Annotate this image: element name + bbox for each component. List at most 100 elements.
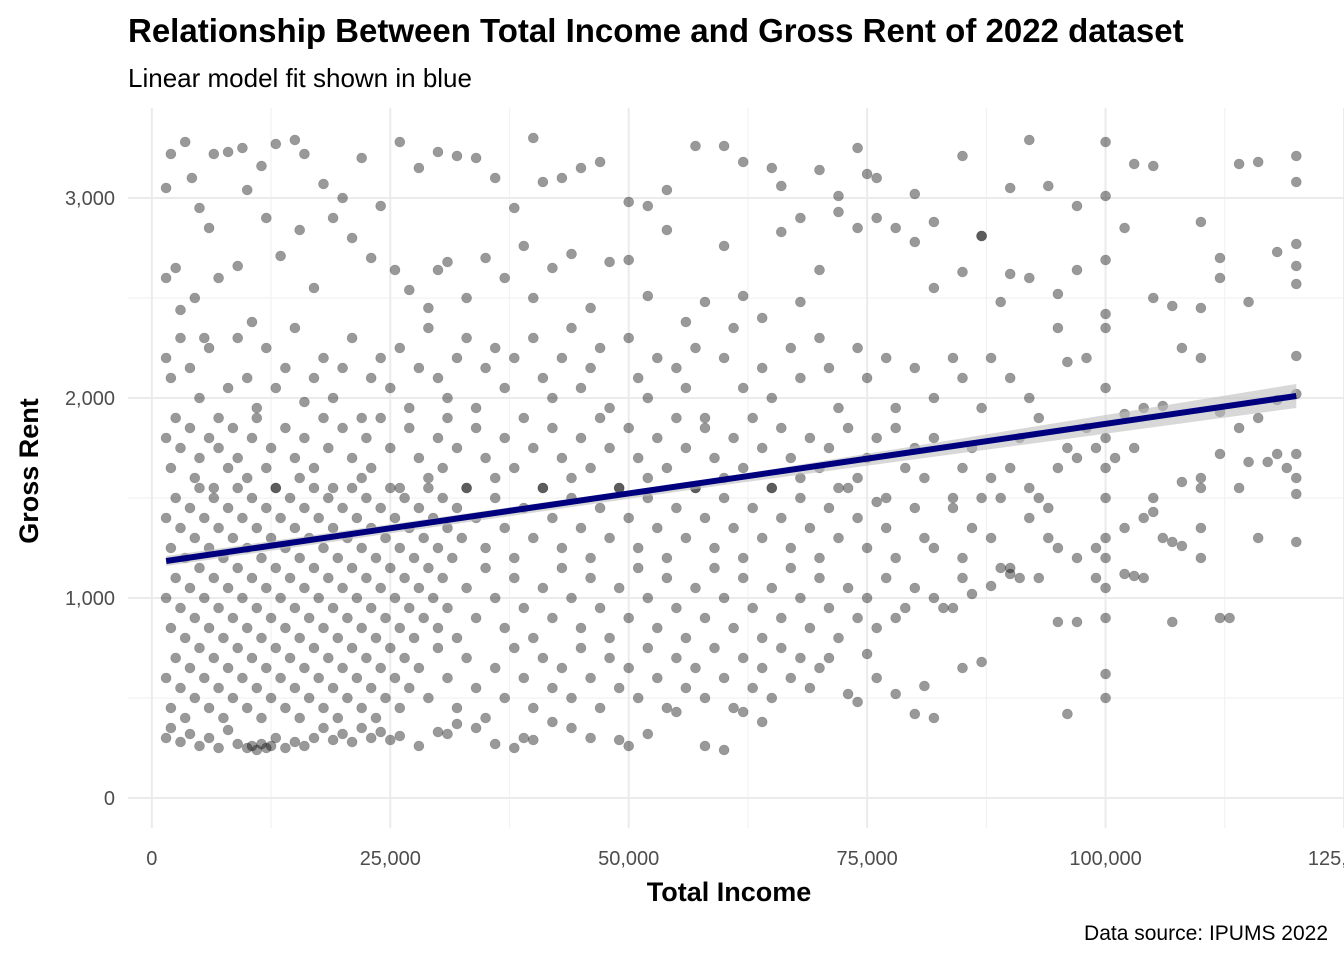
data-point xyxy=(251,744,263,756)
data-point xyxy=(1090,542,1102,554)
data-point xyxy=(370,712,382,724)
data-point xyxy=(623,422,635,434)
data-point xyxy=(313,592,325,604)
data-point xyxy=(289,602,301,614)
data-point xyxy=(508,642,520,654)
data-point xyxy=(470,402,482,414)
data-point xyxy=(175,602,186,614)
data-point xyxy=(1024,482,1035,494)
data-point xyxy=(1004,372,1016,384)
data-point xyxy=(1233,422,1245,434)
data-point xyxy=(737,552,749,564)
data-point xyxy=(213,272,224,284)
data-point xyxy=(690,582,701,594)
data-point xyxy=(241,472,253,484)
data-point xyxy=(165,462,177,474)
data-point xyxy=(623,612,635,624)
data-point xyxy=(804,682,816,694)
data-point xyxy=(1033,572,1045,584)
data-point xyxy=(556,562,568,574)
data-point xyxy=(814,552,825,564)
data-point xyxy=(632,562,644,574)
data-point xyxy=(814,662,825,674)
data-point xyxy=(437,462,449,474)
data-point xyxy=(680,532,692,544)
data-point xyxy=(186,172,198,184)
data-point xyxy=(308,482,320,494)
data-point xyxy=(756,312,768,324)
data-point xyxy=(442,728,453,740)
data-point xyxy=(785,542,797,554)
data-point xyxy=(1024,272,1035,284)
data-point xyxy=(499,432,511,444)
data-point xyxy=(947,492,959,504)
y-tick-label: 2,000 xyxy=(65,388,115,410)
data-point xyxy=(871,622,883,634)
data-point xyxy=(303,612,315,624)
data-point xyxy=(527,702,539,714)
chart-title: Relationship Between Total Income and Gr… xyxy=(128,12,1184,49)
data-point xyxy=(375,412,387,424)
data-point xyxy=(1291,448,1302,460)
data-point xyxy=(332,632,344,644)
data-point xyxy=(423,692,434,704)
data-point xyxy=(766,392,778,404)
data-point xyxy=(632,542,644,554)
data-point xyxy=(575,162,587,174)
data-point xyxy=(351,512,363,524)
data-point xyxy=(489,662,501,674)
data-point xyxy=(313,672,325,684)
data-point xyxy=(1195,302,1207,314)
data-point xyxy=(537,176,549,188)
data-point xyxy=(785,452,797,464)
data-point xyxy=(165,372,177,384)
data-point xyxy=(199,332,210,344)
data-point xyxy=(237,512,248,524)
data-point xyxy=(175,736,186,748)
data-point xyxy=(451,352,463,364)
data-point xyxy=(461,652,472,664)
data-point xyxy=(594,602,606,614)
data-point xyxy=(823,502,835,514)
data-point xyxy=(280,622,291,634)
data-point xyxy=(1195,472,1207,484)
data-point xyxy=(747,412,759,424)
data-point xyxy=(284,572,296,584)
data-point xyxy=(251,402,263,414)
data-point xyxy=(642,392,654,404)
data-point xyxy=(299,502,310,514)
data-point xyxy=(251,522,263,534)
data-point xyxy=(394,730,406,742)
data-point xyxy=(976,656,987,668)
data-point xyxy=(556,662,568,674)
data-point xyxy=(642,642,654,654)
data-point xyxy=(489,172,501,184)
data-point xyxy=(1148,160,1159,172)
data-point xyxy=(403,422,415,434)
data-point xyxy=(880,572,892,584)
data-point xyxy=(566,722,577,734)
data-point xyxy=(833,632,844,644)
data-point xyxy=(1004,462,1016,474)
data-point xyxy=(184,502,196,514)
data-point xyxy=(642,200,654,212)
data-point xyxy=(852,222,863,234)
data-point xyxy=(575,432,587,444)
data-point xyxy=(280,422,291,434)
data-point xyxy=(1214,272,1226,284)
data-point xyxy=(1128,570,1140,582)
data-point xyxy=(365,252,377,264)
data-point xyxy=(842,422,854,434)
data-point xyxy=(361,492,372,504)
data-point xyxy=(432,726,444,738)
data-point xyxy=(566,692,577,704)
data-point xyxy=(680,442,692,454)
data-point xyxy=(451,442,463,454)
data-point xyxy=(489,342,501,354)
data-point xyxy=(189,472,201,484)
data-point xyxy=(766,482,778,494)
data-point xyxy=(1281,462,1293,474)
data-point xyxy=(222,502,234,514)
data-point xyxy=(432,372,444,384)
data-point xyxy=(1052,542,1064,554)
